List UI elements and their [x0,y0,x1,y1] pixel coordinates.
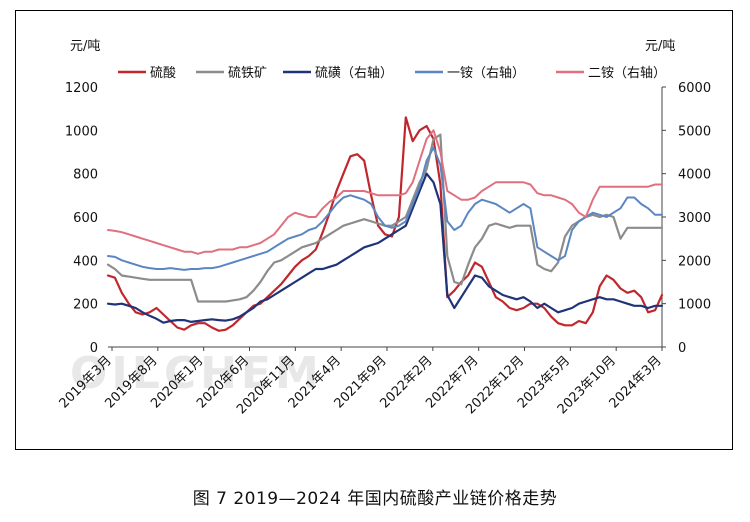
legend-label-sulfur: 硫磺（右轴） [315,66,393,81]
series-line-0 [106,116,664,332]
series-lines [106,116,664,332]
left-y-tick-label: 400 [73,254,98,269]
left-y-tick-label: 1000 [65,124,98,139]
right-y-tick-label: 4000 [678,168,711,183]
right-y-tick-label: 6000 [678,81,711,96]
left-y-tick-label: 200 [73,298,98,313]
chart-frame [15,10,733,450]
right-y-tick-label: 5000 [678,124,711,139]
right-y-tick-label: 3000 [678,211,711,226]
watermark-text: OILCHEM [70,348,323,399]
legend-label-pyrite: 硫铁矿 [228,66,267,81]
watermark: OILCHEM [70,348,323,399]
right-axis-unit: 元/吨 [645,39,675,54]
left-y-tick-label: 800 [73,168,98,183]
series-line-4 [107,129,663,255]
left-axis-unit: 元/吨 [70,39,100,54]
figure-caption: 图 7 2019—2024 年国内硫酸产业链价格走势 [192,489,558,509]
legend-label-map: 一铵（右轴） [447,66,525,81]
series-line-2 [106,172,664,324]
left-y-tick-label: 1200 [65,81,98,96]
series-line-1 [106,133,664,303]
legend-label-sulfuric-acid: 硫酸 [150,66,176,81]
left-y-tick-label: 0 [90,341,98,356]
legend-label-dap: 二铵（右轴） [588,66,666,81]
axes: 0 200 400 600 800 1000 1200 0 1000 2000 3000 4000 50… [57,81,712,417]
right-y-tick-label: 2000 [678,254,711,269]
legend: 硫酸 硫铁矿 硫磺（右轴） 一铵（右轴） 二铵（右轴） [118,66,666,81]
right-y-tick-label: 1000 [678,298,711,313]
left-y-tick-label: 600 [73,211,98,226]
series-line-3 [107,146,663,271]
right-y-tick-label: 0 [678,341,686,356]
